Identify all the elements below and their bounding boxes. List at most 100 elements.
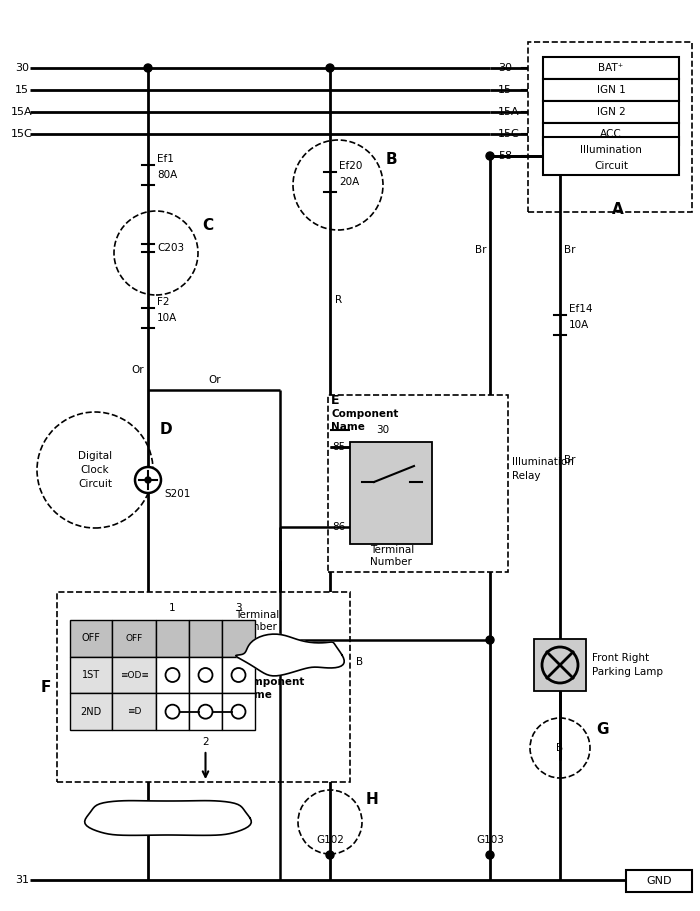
FancyBboxPatch shape	[57, 592, 350, 782]
Text: Br: Br	[564, 245, 575, 255]
FancyBboxPatch shape	[543, 57, 679, 79]
Text: ≡D: ≡D	[127, 707, 141, 716]
FancyBboxPatch shape	[543, 101, 679, 123]
Circle shape	[144, 64, 152, 72]
Text: 2: 2	[202, 737, 209, 747]
FancyBboxPatch shape	[222, 657, 255, 693]
Text: 30: 30	[377, 425, 390, 435]
Text: OFF: OFF	[125, 634, 143, 643]
FancyBboxPatch shape	[543, 137, 679, 175]
FancyBboxPatch shape	[156, 693, 189, 730]
Text: Parking Lamp: Parking Lamp	[592, 667, 663, 677]
Text: 1ST: 1ST	[82, 670, 100, 680]
FancyBboxPatch shape	[543, 123, 679, 145]
Text: 3: 3	[235, 603, 241, 613]
Text: 86: 86	[332, 522, 345, 532]
FancyBboxPatch shape	[112, 657, 156, 693]
Text: 15A: 15A	[498, 107, 519, 117]
Text: Switch: Switch	[273, 659, 307, 669]
Text: 10A: 10A	[157, 313, 177, 323]
Text: IGN 1: IGN 1	[596, 85, 625, 95]
FancyBboxPatch shape	[189, 693, 222, 730]
Text: ≡OD≡: ≡OD≡	[120, 670, 148, 680]
Circle shape	[486, 636, 494, 644]
Text: Br: Br	[564, 455, 575, 465]
Text: D: D	[160, 423, 173, 437]
Text: Number: Number	[370, 557, 412, 567]
Text: 31: 31	[15, 875, 29, 885]
Text: Digital: Digital	[78, 451, 112, 461]
Text: Circuit: Circuit	[78, 479, 112, 489]
FancyBboxPatch shape	[222, 693, 255, 730]
FancyBboxPatch shape	[350, 442, 432, 544]
Text: G: G	[596, 722, 608, 738]
Text: Head Lamp: Head Lamp	[260, 646, 320, 656]
Text: Illumination: Illumination	[512, 457, 574, 467]
Text: 15: 15	[498, 85, 512, 95]
Circle shape	[145, 477, 151, 483]
Text: F2: F2	[157, 297, 169, 307]
Text: 2ND: 2ND	[80, 707, 101, 717]
Text: G102: G102	[316, 835, 344, 845]
Text: 31: 31	[663, 875, 677, 885]
Text: Or: Or	[209, 375, 221, 385]
Text: H: H	[366, 793, 379, 807]
Text: Clock: Clock	[80, 465, 109, 475]
Text: F: F	[41, 680, 51, 694]
FancyBboxPatch shape	[328, 395, 508, 572]
FancyBboxPatch shape	[70, 620, 112, 657]
Text: Name: Name	[331, 422, 365, 432]
Text: ACC: ACC	[600, 129, 622, 139]
Circle shape	[486, 152, 494, 160]
Text: B: B	[356, 657, 363, 667]
FancyBboxPatch shape	[70, 693, 112, 730]
Text: To Head Lamp Circuit: To Head Lamp Circuit	[120, 814, 216, 823]
Text: 58: 58	[498, 151, 512, 161]
FancyBboxPatch shape	[112, 620, 156, 657]
FancyBboxPatch shape	[112, 693, 156, 730]
Text: Terminal: Terminal	[235, 610, 279, 620]
Circle shape	[326, 851, 334, 859]
Polygon shape	[85, 801, 251, 835]
FancyBboxPatch shape	[534, 639, 586, 691]
FancyBboxPatch shape	[189, 620, 222, 657]
Text: BAT⁺: BAT⁺	[598, 63, 624, 73]
Text: GND: GND	[646, 876, 672, 886]
Text: R: R	[335, 295, 342, 305]
Text: Or: Or	[132, 365, 144, 375]
Text: 30: 30	[498, 63, 512, 73]
Text: 20A: 20A	[339, 177, 359, 187]
Text: A: A	[612, 202, 624, 218]
FancyBboxPatch shape	[543, 79, 679, 101]
Text: Component: Component	[238, 677, 305, 687]
Text: 30: 30	[15, 63, 29, 73]
Text: Name: Name	[238, 690, 272, 700]
FancyBboxPatch shape	[222, 620, 255, 657]
Text: E: E	[331, 394, 340, 406]
Text: B: B	[556, 743, 564, 753]
Text: Relay: Relay	[512, 471, 540, 481]
Text: Ef20: Ef20	[339, 161, 363, 171]
Text: Component: Component	[331, 409, 398, 419]
Text: 15C: 15C	[498, 129, 519, 139]
Text: 10A: 10A	[569, 320, 589, 330]
Text: C: C	[202, 218, 213, 232]
Text: S201: S201	[164, 489, 190, 499]
Text: Ef1: Ef1	[157, 154, 174, 164]
FancyBboxPatch shape	[528, 42, 692, 212]
Text: 1: 1	[169, 603, 176, 613]
Text: Br: Br	[475, 245, 486, 255]
Text: OFF: OFF	[82, 633, 100, 643]
Circle shape	[486, 851, 494, 859]
Text: Circuit: Circuit	[594, 161, 628, 171]
Text: B: B	[386, 152, 398, 168]
Text: C203: C203	[157, 243, 184, 253]
Circle shape	[135, 467, 161, 493]
Text: Illumination: Illumination	[580, 145, 642, 155]
Text: 15: 15	[15, 85, 29, 95]
FancyBboxPatch shape	[156, 657, 189, 693]
Text: 87: 87	[356, 535, 370, 545]
Text: 85: 85	[332, 442, 345, 452]
Text: 15A: 15A	[11, 107, 33, 117]
Text: IGN 2: IGN 2	[596, 107, 625, 117]
